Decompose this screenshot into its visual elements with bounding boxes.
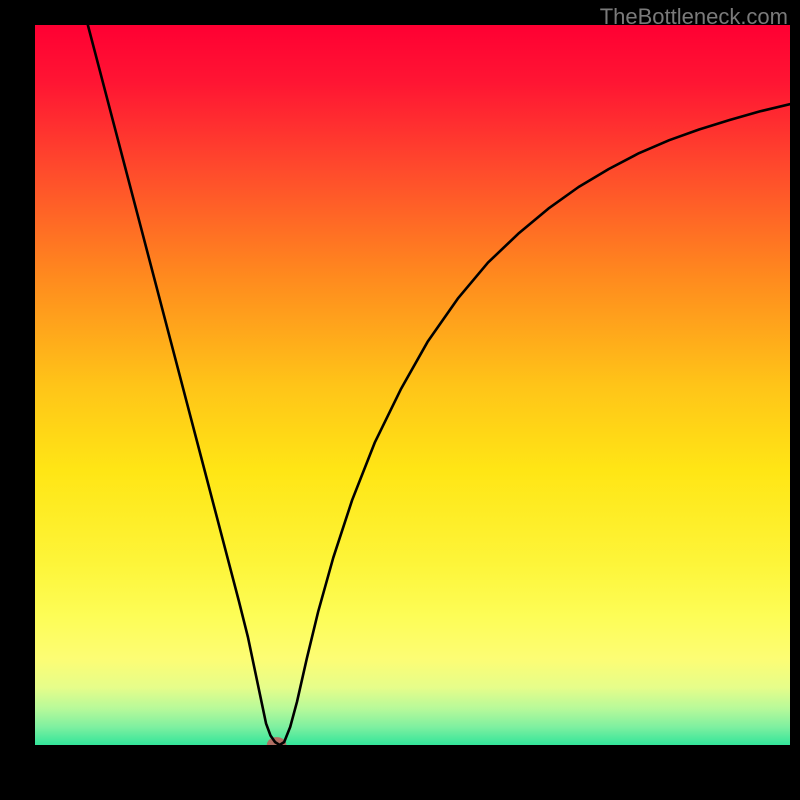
curve-layer [35,25,790,745]
plot-area [35,25,790,745]
bottleneck-curve [88,25,790,745]
watermark-text: TheBottleneck.com [600,4,788,30]
